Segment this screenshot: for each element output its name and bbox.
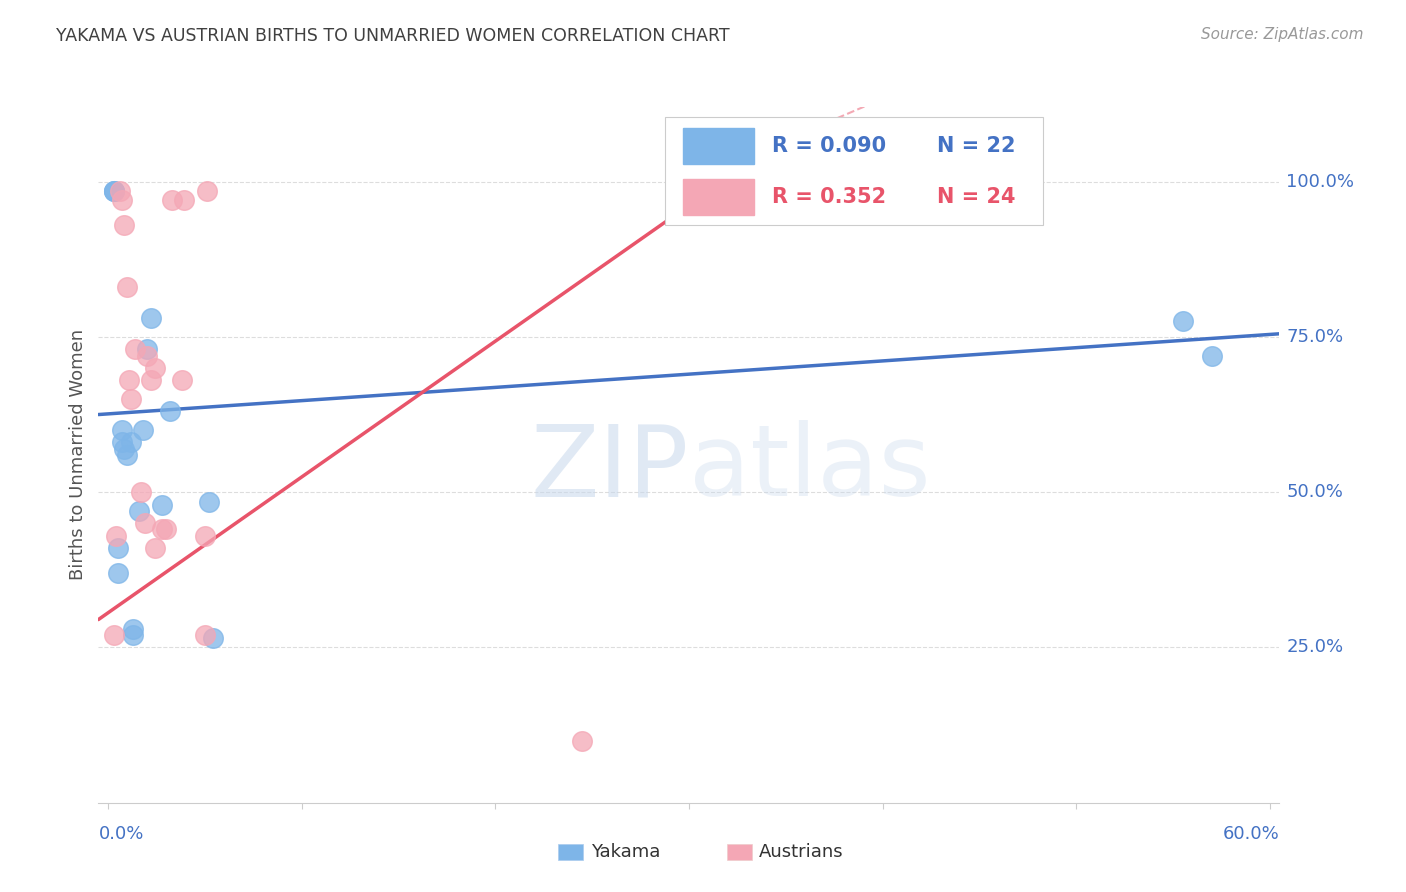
- Text: 75.0%: 75.0%: [1286, 328, 1344, 346]
- Point: [111, 435, 134, 450]
- Point: [111, 423, 134, 437]
- Point: [159, 404, 181, 418]
- Point: [107, 566, 129, 580]
- Point: [150, 523, 173, 537]
- Point: [129, 485, 152, 500]
- Text: R = 0.352: R = 0.352: [772, 186, 886, 207]
- Text: R = 0.090: R = 0.090: [772, 136, 886, 156]
- Point: [120, 435, 142, 450]
- Text: 60.0%: 60.0%: [1223, 825, 1279, 843]
- Point: [103, 184, 125, 198]
- Point: [117, 448, 139, 462]
- Point: [1171, 314, 1194, 328]
- Point: [134, 516, 156, 531]
- Point: [143, 541, 166, 555]
- Point: [135, 343, 157, 357]
- Point: [128, 504, 150, 518]
- Text: atlas: atlas: [689, 420, 931, 517]
- Bar: [665, 118, 1043, 226]
- Point: [108, 184, 131, 198]
- Point: [150, 498, 173, 512]
- Point: [117, 280, 139, 294]
- Point: [139, 311, 162, 326]
- Text: ZIP: ZIP: [530, 420, 689, 517]
- Point: [112, 442, 135, 456]
- Text: 0.0%: 0.0%: [98, 825, 143, 843]
- Point: [132, 423, 155, 437]
- Text: N = 24: N = 24: [936, 186, 1015, 207]
- Text: 50.0%: 50.0%: [1286, 483, 1343, 501]
- Point: [107, 541, 129, 555]
- Point: [170, 373, 193, 387]
- Point: [173, 193, 195, 207]
- Point: [103, 184, 125, 198]
- Point: [155, 523, 177, 537]
- Point: [135, 349, 157, 363]
- Point: [122, 622, 145, 636]
- Point: [122, 628, 145, 642]
- Bar: [683, 178, 754, 215]
- Text: Source: ZipAtlas.com: Source: ZipAtlas.com: [1201, 27, 1364, 42]
- Point: [160, 193, 183, 207]
- Y-axis label: Births to Unmarried Women: Births to Unmarried Women: [69, 329, 87, 581]
- Text: 100.0%: 100.0%: [1286, 172, 1354, 191]
- Point: [124, 343, 146, 357]
- Bar: [683, 128, 754, 164]
- Point: [571, 733, 593, 747]
- Point: [103, 184, 125, 198]
- Point: [104, 529, 127, 543]
- Point: [112, 218, 135, 232]
- Point: [143, 361, 166, 376]
- Point: [103, 628, 125, 642]
- Text: Austrians: Austrians: [759, 843, 844, 861]
- Point: [111, 193, 134, 207]
- Point: [1201, 349, 1223, 363]
- Point: [139, 373, 162, 387]
- Point: [197, 494, 219, 508]
- Point: [120, 392, 142, 406]
- Point: [201, 631, 224, 645]
- Text: YAKAMA VS AUSTRIAN BIRTHS TO UNMARRIED WOMEN CORRELATION CHART: YAKAMA VS AUSTRIAN BIRTHS TO UNMARRIED W…: [56, 27, 730, 45]
- Text: N = 22: N = 22: [936, 136, 1015, 156]
- Point: [194, 628, 217, 642]
- Text: Yakama: Yakama: [591, 843, 659, 861]
- Point: [195, 184, 218, 198]
- Point: [118, 373, 141, 387]
- Text: 25.0%: 25.0%: [1286, 639, 1344, 657]
- Point: [194, 529, 217, 543]
